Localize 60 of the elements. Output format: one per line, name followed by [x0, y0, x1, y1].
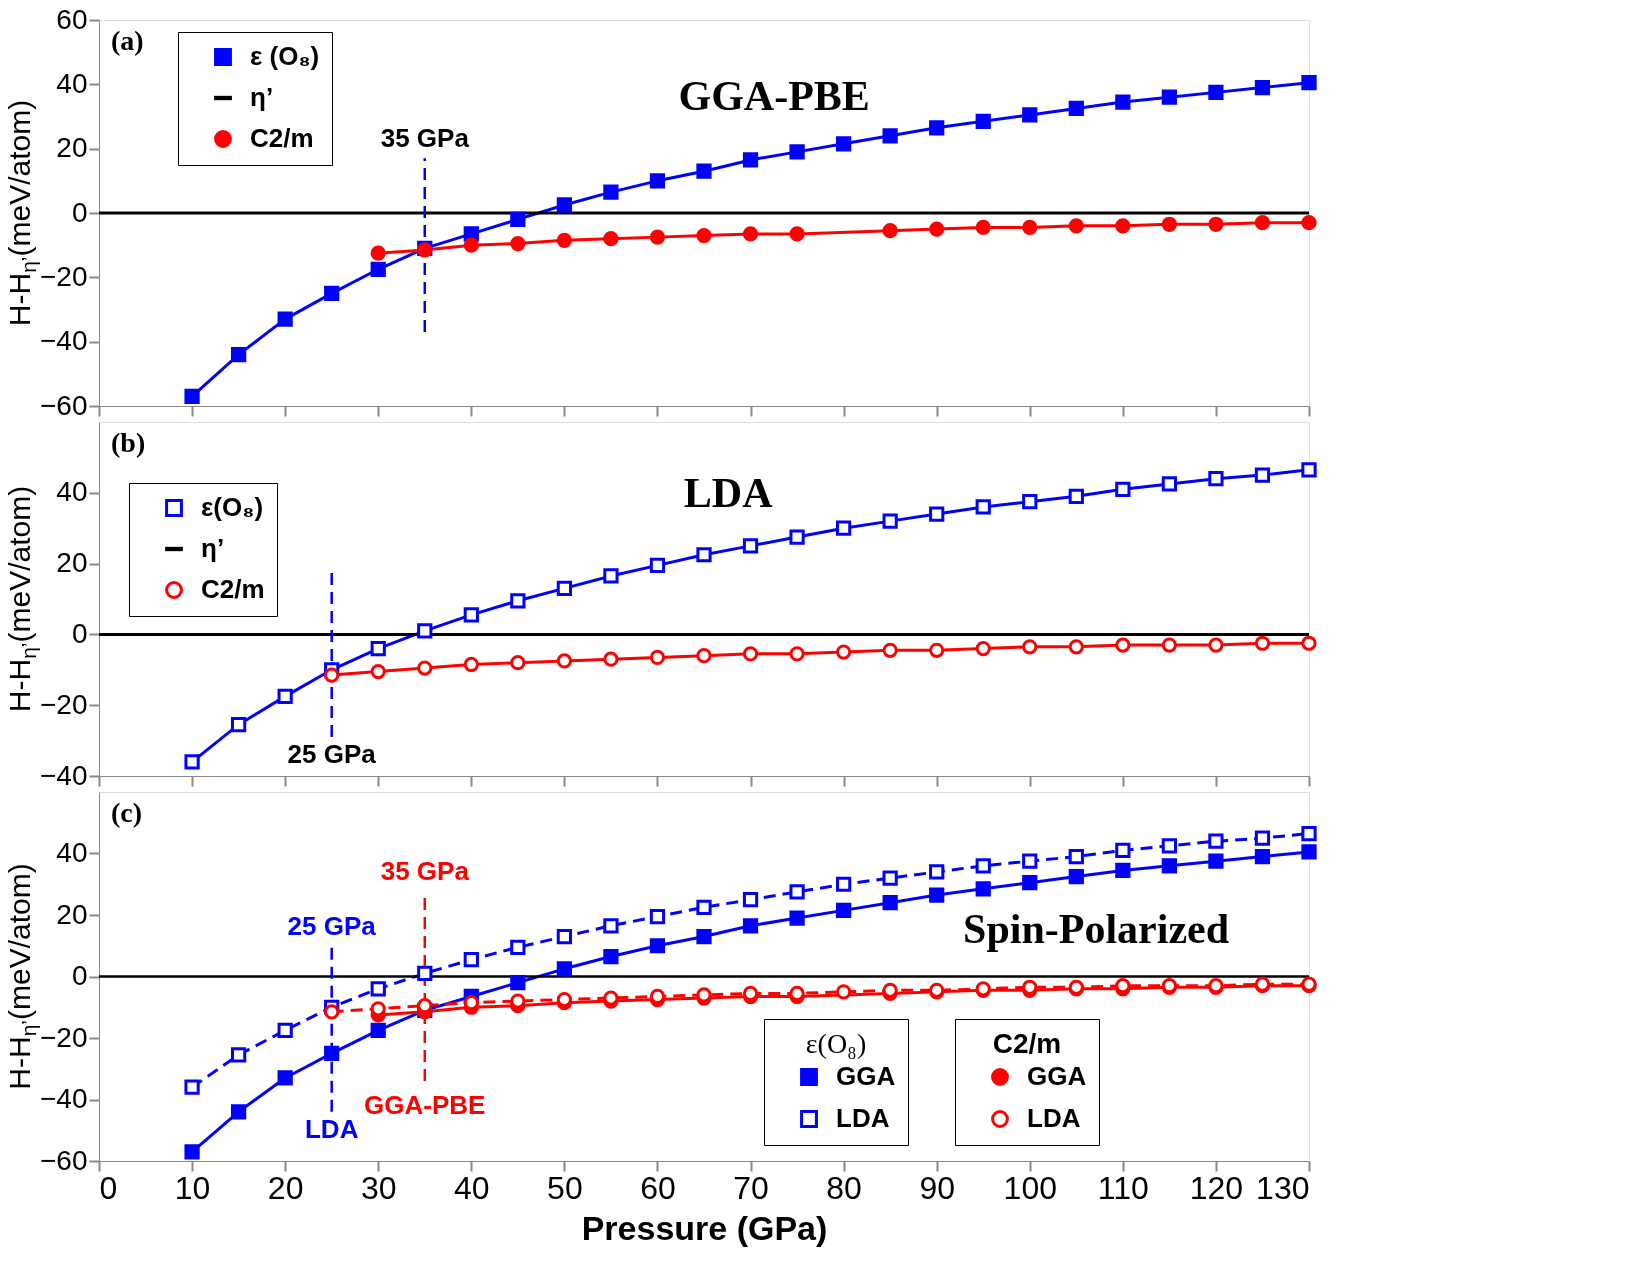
- legend-label: GGA: [1027, 1061, 1087, 1091]
- x-tick-label: 10: [174, 1169, 211, 1206]
- text: LDA: [683, 470, 774, 516]
- x-tick-label: 130: [1256, 1169, 1310, 1206]
- x-tick-label: 40: [454, 1169, 490, 1206]
- annotation: (c): [111, 797, 143, 828]
- annotation: GGA-PBE: [364, 1089, 486, 1120]
- y-tick-label: 40: [56, 837, 88, 868]
- legend-label: ε(O₈): [201, 492, 264, 522]
- x-tick-label: 80: [826, 1169, 862, 1206]
- y-tick-label: −60: [40, 1144, 88, 1176]
- annotation: 35 GPa: [380, 123, 470, 154]
- legend-label: GGA: [836, 1061, 896, 1091]
- y-tick-label: −40: [40, 325, 88, 357]
- y-tick-label: 60: [56, 3, 88, 35]
- x-tick-label: 60: [640, 1169, 676, 1206]
- y-tick-label: −40: [40, 1083, 88, 1114]
- y-tick-label: 0: [71, 196, 88, 228]
- annotation: 25 GPa: [287, 911, 377, 942]
- y-tick-label: 20: [56, 898, 88, 930]
- x-tick-label: 70: [733, 1169, 769, 1206]
- y-tick-label: −20: [40, 1021, 88, 1053]
- y-tick-label: 40: [56, 67, 88, 99]
- x-axis-title: Pressure (GPa): [581, 1208, 828, 1247]
- text: GGA-PBE: [678, 73, 870, 119]
- x-tick-label: 110: [1097, 1169, 1149, 1206]
- y-tick-label: 0: [71, 960, 88, 991]
- legend-label: C2/m: [250, 123, 314, 153]
- y-tick-label: 0: [71, 617, 88, 649]
- y-tick-label: −60: [40, 389, 88, 421]
- legend-label: C2/m: [201, 574, 265, 604]
- legend-label: η’: [201, 533, 225, 563]
- y-axis-title: H-Hη’(meV/atom): [3, 485, 40, 713]
- y-axis-title: H-Hη’(meV/atom): [3, 99, 40, 327]
- y-tick-label: −20: [40, 688, 88, 720]
- y-tick-label: 20: [56, 547, 88, 579]
- legend-label: LDA: [1027, 1103, 1081, 1133]
- x-tick-label: 100: [1003, 1169, 1057, 1206]
- legend-label: LDA: [836, 1103, 890, 1133]
- x-tick-label: 50: [547, 1169, 583, 1206]
- y-axis-title: H-Hη’(meV/atom): [3, 863, 40, 1090]
- x-tick-label: 120: [1189, 1169, 1244, 1206]
- y-tick-label: 40: [56, 476, 88, 508]
- y-tick-label: −40: [40, 759, 88, 791]
- annotation: (b): [111, 427, 146, 458]
- annotation: 25 GPa: [287, 738, 377, 769]
- annotation: 35 GPa: [380, 855, 470, 886]
- y-tick-label: 20: [56, 132, 88, 164]
- x-tick-label: 90: [919, 1169, 955, 1206]
- annotation: LDA: [304, 1114, 359, 1145]
- annotation: C2/m: [992, 1028, 1062, 1059]
- x-tick-label: 0: [99, 1169, 118, 1206]
- annotation: (a): [111, 25, 144, 56]
- legend-label: ε (O₈): [250, 41, 320, 71]
- x-tick-label: 20: [267, 1169, 304, 1206]
- y-tick-label: −20: [40, 260, 88, 292]
- annotation: ε(O₈): [805, 1028, 867, 1059]
- x-tick-label: 30: [360, 1169, 397, 1206]
- legend-label: η’: [250, 82, 274, 112]
- text: Spin-Polarized: [963, 906, 1230, 952]
